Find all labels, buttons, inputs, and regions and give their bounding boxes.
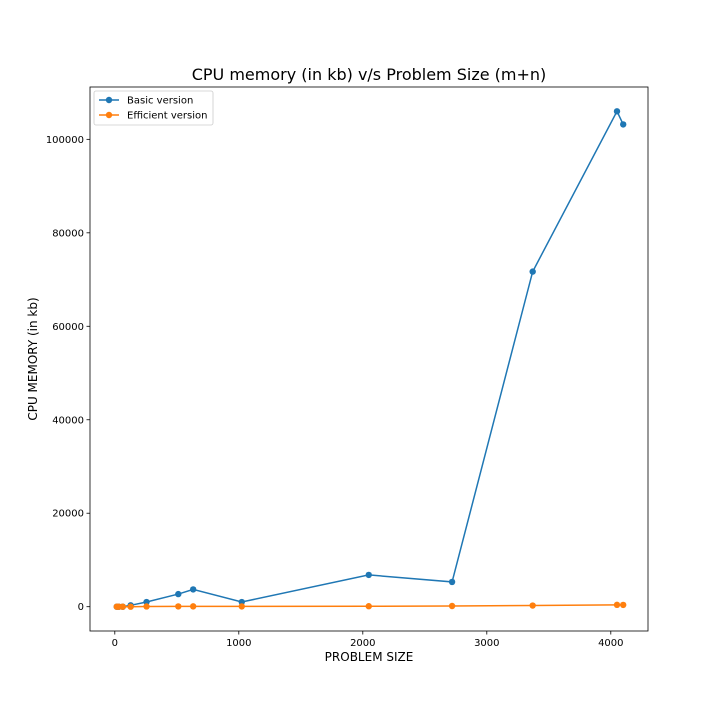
data-point	[189, 586, 197, 593]
legend-item: Basic version	[99, 96, 193, 107]
y-tick-label: 0	[78, 602, 84, 613]
data-point	[529, 268, 536, 275]
chart-title: CPU memory (in kb) v/s Problem Size (m+n…	[192, 65, 547, 84]
data-point	[620, 601, 627, 609]
data-point	[448, 602, 456, 610]
data-point	[448, 578, 456, 586]
x-tick-label: 0	[112, 638, 118, 649]
y-tick-label: 60000	[52, 322, 84, 333]
x-tick-label: 2000	[350, 638, 375, 649]
legend: Basic version Efficient version	[93, 90, 214, 126]
data-point	[613, 601, 621, 609]
y-axis-label: CPU MEMORY (in kb)	[26, 297, 40, 420]
y-tick-label: 80000	[52, 228, 84, 239]
legend-marker	[105, 111, 113, 119]
legend-label: Efficient version	[127, 111, 207, 122]
data-point	[529, 602, 536, 609]
y-axis: 0 20000 40000 60000 80000 100000	[46, 135, 90, 613]
data-point	[238, 603, 245, 610]
legend-box	[93, 90, 214, 126]
series-layer	[113, 108, 627, 610]
y-tick-label: 40000	[52, 415, 84, 426]
data-point	[119, 603, 126, 610]
data-point	[143, 603, 150, 610]
series-efficient-version	[113, 601, 627, 610]
data-point	[175, 603, 182, 610]
data-point	[613, 108, 621, 115]
data-point	[620, 121, 627, 128]
plot-frame	[89, 86, 649, 632]
x-tick-label: 4000	[598, 638, 623, 649]
y-tick-label: 20000	[52, 509, 84, 520]
legend-label: Basic version	[127, 96, 193, 107]
x-axis: 0 1000 2000 3000 4000	[112, 631, 624, 649]
data-point	[365, 571, 372, 579]
data-point	[189, 603, 197, 610]
y-tick-label: 100000	[46, 135, 84, 146]
legend-item: Efficient version	[99, 111, 207, 122]
data-point	[175, 590, 182, 598]
data-point	[365, 603, 372, 610]
data-point	[238, 598, 245, 606]
data-point	[143, 598, 150, 606]
legend-marker	[105, 96, 113, 104]
x-tick-label: 3000	[474, 638, 499, 649]
x-axis-label: PROBLEM SIZE	[325, 650, 414, 664]
plot-area	[89, 86, 649, 632]
x-tick-label: 1000	[226, 638, 251, 649]
data-point	[127, 603, 134, 610]
